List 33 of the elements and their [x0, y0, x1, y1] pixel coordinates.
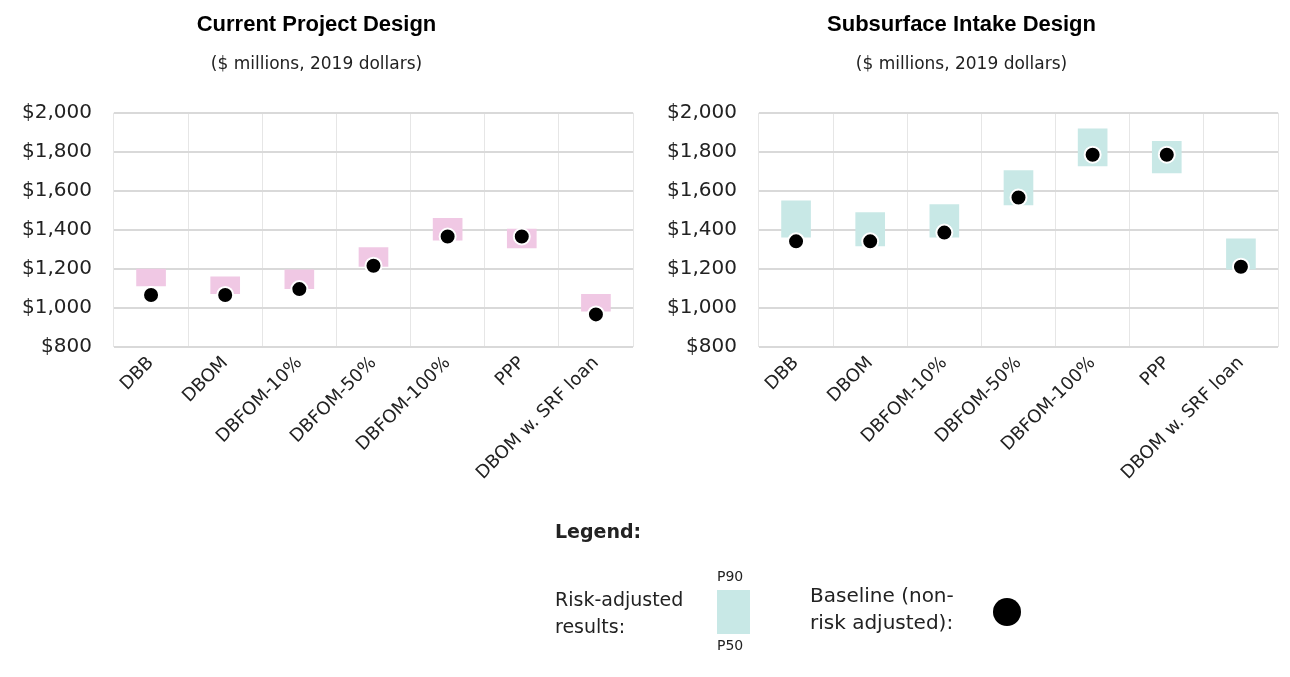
y-tick-label: $1,200 [667, 254, 737, 279]
y-tick-label: $1,400 [667, 215, 737, 240]
y-tick-label: $1,200 [22, 254, 92, 279]
legend-label: Risk-adjusted results: [555, 587, 685, 639]
bar [781, 200, 811, 238]
legend-title: Legend: [555, 520, 642, 542]
y-tick-label: $1,600 [22, 176, 92, 201]
y-tick-label: $1,400 [22, 215, 92, 240]
chart-subtitle: ($ millions, 2019 dollars) [210, 53, 423, 74]
legend-label: Baseline (non-risk adjusted): [810, 582, 955, 636]
text: P50 [717, 637, 744, 653]
y-tick-label: $2,000 [667, 99, 737, 123]
y-tick-label: $1,000 [22, 293, 92, 318]
point [787, 232, 806, 251]
point [861, 232, 880, 251]
y-tick-label: $800 [686, 332, 737, 357]
y-tick-label: $1,000 [667, 293, 737, 318]
point [586, 305, 605, 324]
bar [136, 268, 166, 287]
x-tick-label: PPP [1135, 351, 1174, 390]
y-tick-label: $800 [41, 332, 92, 357]
point [1231, 257, 1250, 276]
y-tick-label: $2,000 [22, 99, 92, 123]
chart-subtitle: ($ millions, 2019 dollars) [855, 53, 1068, 74]
y-tick-label: $1,800 [22, 137, 92, 162]
x-tick-label: PPP [490, 351, 529, 390]
y-tick-label: $1,800 [667, 137, 737, 162]
chart-title: Current Project Design [196, 11, 437, 37]
y-tick-label: $1,600 [667, 176, 737, 201]
text: P90 [717, 568, 744, 584]
point [935, 223, 954, 242]
point [216, 285, 235, 304]
chart-title: Subsurface Intake Design [827, 11, 1096, 37]
